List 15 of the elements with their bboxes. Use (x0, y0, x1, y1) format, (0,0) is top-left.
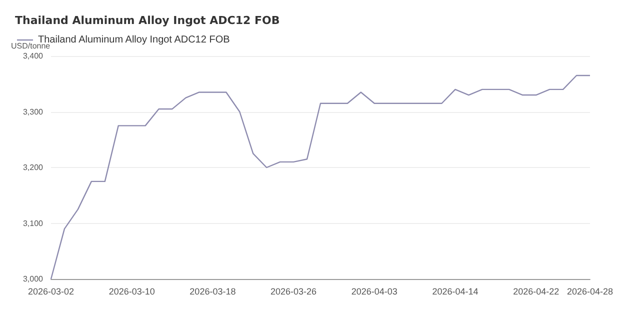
x-tick-label: 2026-03-26 (270, 286, 317, 296)
x-tick-label: 2026-04-03 (351, 286, 398, 296)
x-tick-label: 2026-04-22 (513, 286, 560, 296)
y-tick-label: 3,200 (22, 163, 44, 172)
y-tick-label: 3,100 (22, 218, 44, 228)
x-tick-label: 2026-03-02 (28, 286, 74, 296)
x-tick-label: 2026-04-14 (432, 286, 478, 296)
x-tick-label: 2026-03-18 (190, 286, 236, 296)
y-tick-label: 3,400 (22, 52, 44, 60)
line-series (50, 74, 591, 280)
chart-title: Thailand Aluminum Alloy Ingot ADC12 FOB (15, 14, 280, 27)
x-tick-label: 2026-03-10 (108, 286, 155, 296)
y-tick-label: 3,300 (22, 107, 44, 116)
y-tick-label: 3,000 (22, 274, 44, 284)
x-tick-label: 2026-04-28 (566, 286, 614, 296)
